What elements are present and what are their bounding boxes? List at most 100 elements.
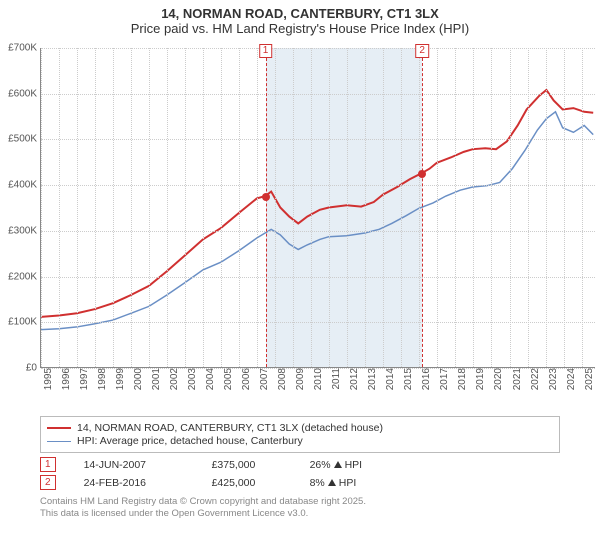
x-axis-label: 2020 <box>493 368 504 398</box>
plot-area: £0£100K£200K£300K£400K£500K£600K£700K12 <box>40 48 595 368</box>
grid-line-v <box>77 48 78 367</box>
chart-container: £0£100K£200K£300K£400K£500K£600K£700K12 … <box>0 40 600 410</box>
x-axis-label: 1995 <box>43 368 54 398</box>
footer-line-1: Contains HM Land Registry data © Crown c… <box>40 496 560 508</box>
y-axis-label: £300K <box>1 225 37 236</box>
grid-line-v <box>131 48 132 367</box>
grid-line-v <box>149 48 150 367</box>
grid-line-v <box>311 48 312 367</box>
legend-label: 14, NORMAN ROAD, CANTERBURY, CT1 3LX (de… <box>77 422 383 434</box>
legend-swatch <box>47 441 71 442</box>
x-axis-label: 2012 <box>349 368 360 398</box>
up-arrow-icon <box>328 479 336 486</box>
legend-label: HPI: Average price, detached house, Cant… <box>77 435 303 447</box>
grid-line-v <box>528 48 529 367</box>
chart-title: 14, NORMAN ROAD, CANTERBURY, CT1 3LX Pri… <box>0 0 600 40</box>
attribution-footer: Contains HM Land Registry data © Crown c… <box>40 496 560 520</box>
sale-date: 24-FEB-2016 <box>84 477 184 489</box>
sale-date: 14-JUN-2007 <box>84 459 184 471</box>
grid-line-v <box>419 48 420 367</box>
grid-line-v <box>329 48 330 367</box>
grid-line-v <box>437 48 438 367</box>
grid-line-v <box>257 48 258 367</box>
legend-swatch <box>47 427 71 429</box>
legend-box: 14, NORMAN ROAD, CANTERBURY, CT1 3LX (de… <box>40 416 560 453</box>
x-axis-label: 2001 <box>151 368 162 398</box>
grid-line-v <box>95 48 96 367</box>
grid-line-v <box>59 48 60 367</box>
x-axis-label: 2024 <box>566 368 577 398</box>
sale-row: 1 14-JUN-2007 £375,000 26% HPI <box>40 457 560 472</box>
sale-price: £375,000 <box>212 459 282 471</box>
x-axis-label: 2014 <box>385 368 396 398</box>
x-axis-label: 2019 <box>475 368 486 398</box>
grid-line-v <box>167 48 168 367</box>
grid-line-v <box>564 48 565 367</box>
chart-svg <box>41 48 595 367</box>
sale-marker-dot <box>418 170 426 178</box>
grid-line-v <box>546 48 547 367</box>
grid-line-v <box>582 48 583 367</box>
sale-index: 2 <box>40 475 56 490</box>
grid-line-v <box>365 48 366 367</box>
x-axis-label: 2009 <box>295 368 306 398</box>
grid-line-v <box>113 48 114 367</box>
grid-line-h <box>41 139 595 140</box>
grid-line-h <box>41 322 595 323</box>
sale-hpi-delta: 26% HPI <box>310 459 363 471</box>
grid-line-v <box>383 48 384 367</box>
y-axis-label: £400K <box>1 180 37 191</box>
sale-marker-label: 1 <box>259 44 273 58</box>
up-arrow-icon <box>334 461 342 468</box>
sale-row: 2 24-FEB-2016 £425,000 8% HPI <box>40 475 560 490</box>
sale-marker-line <box>266 48 267 367</box>
legend-row: 14, NORMAN ROAD, CANTERBURY, CT1 3LX (de… <box>47 422 553 434</box>
grid-line-v <box>455 48 456 367</box>
grid-line-v <box>510 48 511 367</box>
y-axis-label: £500K <box>1 134 37 145</box>
grid-line-h <box>41 48 595 49</box>
x-axis-label: 1997 <box>79 368 90 398</box>
sale-price: £425,000 <box>212 477 282 489</box>
y-axis-label: £100K <box>1 317 37 328</box>
x-axis-label: 2004 <box>205 368 216 398</box>
x-axis-label: 2015 <box>403 368 414 398</box>
sale-marker-line <box>422 48 423 367</box>
x-axis-label: 2010 <box>313 368 324 398</box>
grid-line-v <box>275 48 276 367</box>
sale-marker-label: 2 <box>415 44 429 58</box>
y-axis-label: £600K <box>1 88 37 99</box>
grid-line-v <box>221 48 222 367</box>
y-axis-label: £200K <box>1 271 37 282</box>
x-axis-label: 2013 <box>367 368 378 398</box>
grid-line-v <box>473 48 474 367</box>
title-line-1: 14, NORMAN ROAD, CANTERBURY, CT1 3LX <box>0 6 600 21</box>
grid-line-v <box>401 48 402 367</box>
grid-line-h <box>41 94 595 95</box>
sales-list: 1 14-JUN-2007 £375,000 26% HPI 2 24-FEB-2016 £… <box>40 457 560 490</box>
x-axis-label: 1998 <box>97 368 108 398</box>
x-axis-label: 2011 <box>331 368 342 398</box>
x-axis-label: 2008 <box>277 368 288 398</box>
title-line-2: Price paid vs. HM Land Registry's House … <box>0 21 600 36</box>
sale-marker-dot <box>262 193 270 201</box>
x-axis-label: 1999 <box>115 368 126 398</box>
x-axis-label: 2023 <box>548 368 559 398</box>
grid-line-h <box>41 185 595 186</box>
sale-hpi-delta: 8% HPI <box>310 477 357 489</box>
x-axis-label: 2025 <box>584 368 595 398</box>
sale-index: 1 <box>40 457 56 472</box>
grid-line-v <box>185 48 186 367</box>
x-axis-label: 2021 <box>512 368 523 398</box>
grid-line-v <box>491 48 492 367</box>
grid-line-v <box>239 48 240 367</box>
x-axis-label: 2003 <box>187 368 198 398</box>
x-axis-label: 2002 <box>169 368 180 398</box>
x-axis-label: 2016 <box>421 368 432 398</box>
grid-line-h <box>41 277 595 278</box>
grid-line-v <box>41 48 42 367</box>
grid-line-v <box>347 48 348 367</box>
y-axis-label: £0 <box>1 363 37 374</box>
y-axis-label: £700K <box>1 43 37 54</box>
legend-row: HPI: Average price, detached house, Cant… <box>47 435 553 447</box>
